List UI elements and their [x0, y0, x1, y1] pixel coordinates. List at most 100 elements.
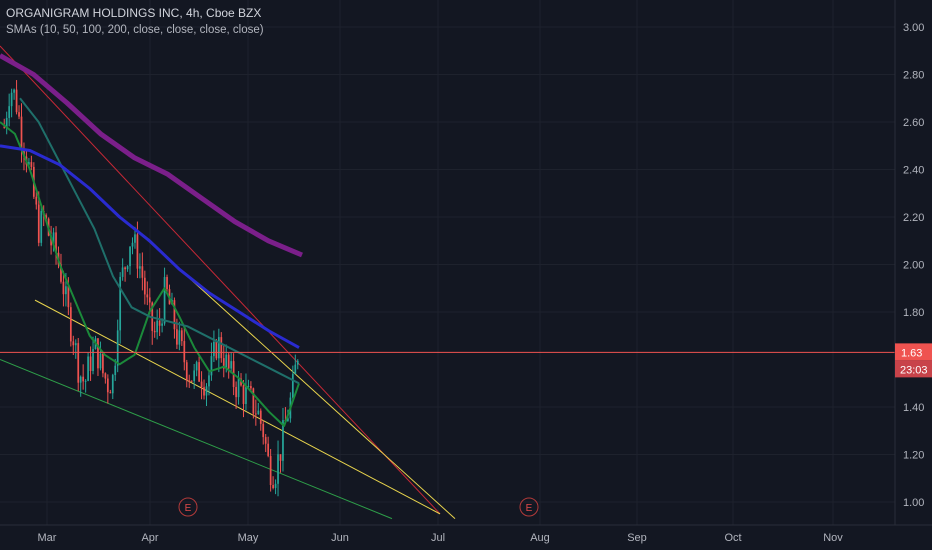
candle [119, 272, 122, 344]
candle [3, 118, 6, 129]
candle [242, 379, 245, 418]
candle [208, 372, 210, 396]
candle [77, 338, 80, 392]
candle [163, 267, 166, 326]
candle [168, 284, 171, 305]
price-tick-label: 1.40 [903, 402, 924, 414]
last-price-value: 1.63 [901, 347, 922, 359]
moving-averages [0, 53, 303, 427]
countdown-badge [895, 360, 932, 378]
bar-countdown: 23:03 [900, 364, 928, 376]
trendline-yellow-lower [34, 299, 441, 515]
time-tick-label: May [238, 532, 259, 544]
sma-line-sma-50 [19, 97, 300, 385]
candle [55, 226, 57, 265]
price-tick-label: 1.80 [903, 307, 924, 319]
candle [109, 389, 112, 394]
price-axis-bg [895, 0, 932, 550]
candle [121, 258, 124, 281]
earnings-marker: E [519, 497, 539, 517]
candle [74, 339, 77, 359]
candle [72, 335, 75, 355]
price-axis[interactable]: 3.00 2.80 2.60 2.40 2.20 2.00 1.80 1.40 1.20 1.00 [894, 0, 932, 550]
sma-line-sma-200 [0, 53, 303, 258]
price-tick-label: 3.00 [903, 22, 924, 34]
candle [97, 338, 99, 376]
time-tick-label: Jun [331, 532, 349, 544]
time-tick-label: Oct [724, 532, 741, 544]
candle [87, 352, 89, 382]
candle [291, 365, 294, 400]
candle [222, 345, 225, 378]
candle [188, 374, 191, 388]
candle [279, 454, 282, 473]
candle [156, 309, 159, 340]
candle [13, 88, 15, 100]
candle [20, 103, 23, 163]
candle [180, 327, 183, 346]
candle [30, 155, 33, 171]
candle [264, 434, 267, 453]
price-tick-label: 1.20 [903, 450, 924, 462]
candle [282, 407, 284, 472]
price-tick-label: 2.60 [903, 117, 924, 129]
trendline-red [0, 45, 441, 515]
svg-text:E: E [526, 503, 533, 514]
candle [185, 359, 188, 388]
candle [15, 80, 18, 115]
last-price-badge [895, 343, 932, 361]
candle [40, 204, 43, 247]
trendline-green [0, 359, 393, 520]
candle [141, 252, 144, 291]
candle [79, 375, 82, 397]
symbol-title: ORGANIGRAM HOLDINGS INC, 4h, Cboe BZX [6, 6, 262, 20]
candle [131, 237, 134, 255]
candle [272, 476, 274, 490]
price-tick-label: 2.40 [903, 165, 924, 177]
candle [10, 88, 13, 118]
candle [215, 338, 218, 361]
time-tick-label: Aug [530, 532, 550, 544]
time-axis[interactable]: Mar Apr May Jun Jul Aug Sep Oct Nov [0, 524, 932, 544]
candle [124, 266, 126, 282]
candle [296, 359, 299, 370]
candle [193, 363, 196, 389]
candle [82, 364, 85, 390]
candle [129, 246, 131, 275]
candle [262, 420, 265, 445]
candles [3, 80, 299, 497]
candle [106, 374, 109, 404]
candle [254, 399, 257, 426]
candle [245, 373, 247, 411]
candle [205, 383, 208, 406]
candle [269, 448, 272, 492]
candle [247, 379, 250, 388]
candle [259, 408, 262, 431]
price-badges: 1.63 23:03 [895, 343, 932, 378]
candle [126, 265, 129, 272]
candle [195, 360, 198, 377]
candle [183, 328, 186, 371]
candle [230, 352, 233, 374]
candle [139, 253, 141, 279]
candle [173, 297, 176, 339]
candle [89, 346, 92, 381]
candle [166, 274, 168, 293]
chart-legend: ORGANIGRAM HOLDINGS INC, 4h, Cboe BZX SM… [6, 6, 264, 36]
candle [294, 354, 297, 375]
candle [277, 440, 279, 497]
candle [213, 330, 215, 363]
candle [210, 342, 213, 381]
earnings-marker: E [178, 497, 198, 517]
price-tick-label: 2.00 [903, 260, 924, 272]
price-tick-label: 2.80 [903, 70, 924, 82]
candle [69, 302, 72, 347]
candle [198, 356, 200, 383]
candle [35, 191, 38, 210]
candle [220, 332, 223, 363]
time-tick-label: Apr [141, 532, 158, 544]
indicator-legend[interactable]: SMAs (10, 50, 100, 200, close, close, cl… [6, 24, 264, 36]
candle [84, 379, 87, 393]
